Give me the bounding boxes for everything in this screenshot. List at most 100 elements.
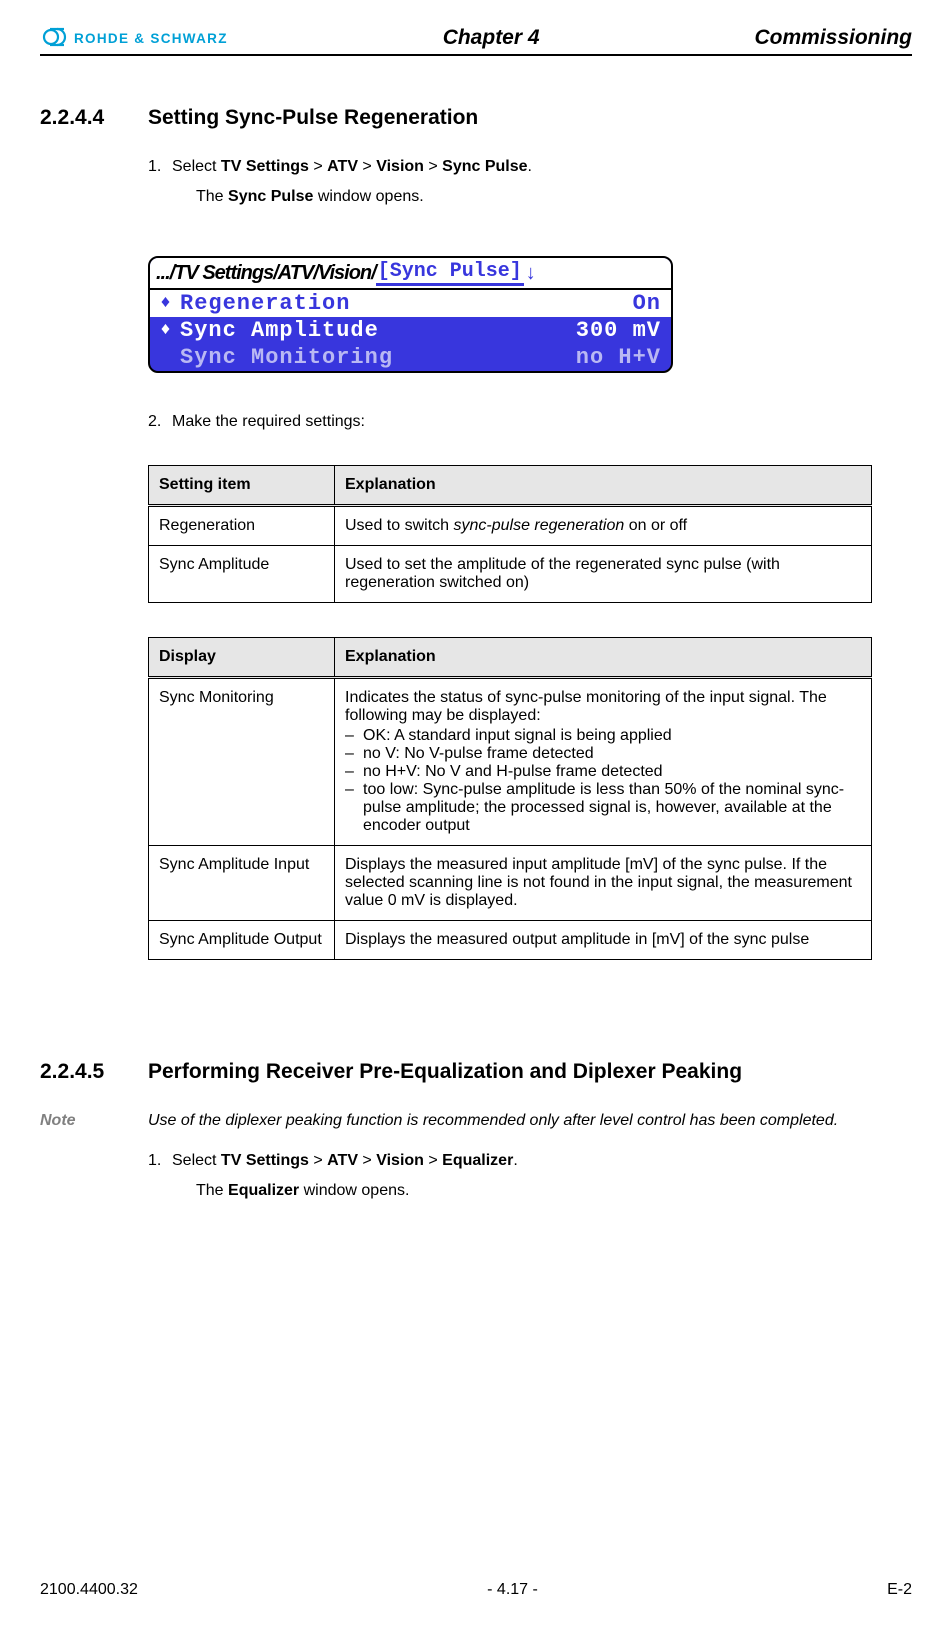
sep: > <box>424 158 442 175</box>
sep: > <box>358 1152 376 1169</box>
row-value: On <box>633 291 661 316</box>
row-marker-icon: ♦ <box>158 322 174 339</box>
step-number: 1. <box>148 158 172 226</box>
step-body: Select TV Settings > ATV > Vision > Equa… <box>172 1152 912 1220</box>
footer-left: 2100.4400.32 <box>40 1581 138 1599</box>
row-label: Sync Amplitude <box>180 318 576 343</box>
cell-setting: Sync Amplitude Input <box>149 846 335 921</box>
text: Displays the measured output amplitude i… <box>345 931 809 948</box>
device-screenshot: .../TV Settings/ATV/Vision/ [Sync Pulse]… <box>148 256 673 373</box>
section-number: 2.2.4.5 <box>40 1060 148 1084</box>
brand-name: ROHDE & SCHWARZ <box>74 31 228 46</box>
list-item: –too low: Sync-pulse amplitude is less t… <box>345 781 861 835</box>
text: Used to switch <box>345 517 453 534</box>
cell-explanation: Displays the measured input amplitude [m… <box>335 846 872 921</box>
section-content: 1. Select TV Settings > ATV > Vision > S… <box>148 158 912 960</box>
menu-path-item: ATV <box>327 158 358 175</box>
menu-path-item: Equalizer <box>442 1152 513 1169</box>
section-number: 2.2.4.4 <box>40 106 148 130</box>
cell-explanation: Used to set the amplitude of the regener… <box>335 546 872 603</box>
sep: > <box>309 158 327 175</box>
col-header: Display <box>149 638 335 678</box>
col-header: Explanation <box>335 638 872 678</box>
footer-right: E-2 <box>887 1581 912 1599</box>
table-row: Sync Amplitude Used to set the amplitude … <box>149 546 872 603</box>
menu-path-item: ATV <box>327 1152 358 1169</box>
page-footer: 2100.4400.32 - 4.17 - E-2 <box>40 1581 912 1599</box>
row-marker-icon: ♦ <box>158 295 174 312</box>
window-name: Equalizer <box>228 1182 299 1199</box>
step-number: 2. <box>148 413 172 431</box>
page-header: ROHDE & SCHWARZ Chapter 4 Commissioning <box>40 20 912 50</box>
table-row: Regeneration Used to switch sync-pulse re… <box>149 506 872 546</box>
note-label: Note <box>40 1112 148 1130</box>
list-item: –no H+V: No V and H-pulse frame detected <box>345 763 861 781</box>
sep: > <box>358 158 376 175</box>
table-header-row: Setting item Explanation <box>149 466 872 506</box>
step-list-cont: 2. Make the required settings: <box>148 413 912 431</box>
sep: > <box>309 1152 327 1169</box>
text: Displays the measured input amplitude [m… <box>345 856 852 909</box>
table-row: Sync Amplitude InputDisplays the measure… <box>149 846 872 921</box>
section-content: 1. Select TV Settings > ATV > Vision > E… <box>148 1152 912 1220</box>
page: ROHDE & SCHWARZ Chapter 4 Commissioning … <box>0 0 952 1629</box>
step-1: 1. Select TV Settings > ATV > Vision > E… <box>148 1152 912 1220</box>
list-item: –no V: No V-pulse frame detected <box>345 745 861 763</box>
list-item-text: no H+V: No V and H-pulse frame detected <box>363 763 861 781</box>
step-result: The Equalizer window opens. <box>196 1182 912 1200</box>
dash-icon: – <box>345 727 363 745</box>
row-value: 300 mV <box>576 318 661 343</box>
step-body: Make the required settings: <box>172 413 912 431</box>
text: Used to set the amplitude of the regener… <box>345 556 780 591</box>
menu-path-item: TV Settings <box>221 158 309 175</box>
step-body: Select TV Settings > ATV > Vision > Sync… <box>172 158 912 226</box>
text: Select <box>172 158 221 175</box>
note: Note Use of the diplexer peaking functio… <box>40 1112 912 1130</box>
text: The <box>196 188 228 205</box>
menu-row[interactable]: Sync Monitoringno H+V <box>150 344 671 371</box>
sep: > <box>424 1152 442 1169</box>
cell-setting: Regeneration <box>149 506 335 546</box>
brand-mark-icon <box>40 27 68 49</box>
row-marker-icon <box>158 349 174 366</box>
menu-path-item: Sync Pulse <box>442 158 527 175</box>
section-title: Setting Sync-Pulse Regeneration <box>148 106 478 130</box>
cell-explanation: Displays the measured output amplitude i… <box>335 921 872 960</box>
settings-table: Setting item Explanation Regeneration Use… <box>148 465 872 603</box>
step-2: 2. Make the required settings: <box>148 413 912 431</box>
menu-rows: ♦RegenerationOn♦Sync Amplitude300 mV Syn… <box>150 290 671 371</box>
text: window opens. <box>313 188 423 205</box>
col-header: Setting item <box>149 466 335 506</box>
row-value: no H+V <box>576 345 661 370</box>
menu-row[interactable]: ♦RegenerationOn <box>150 290 671 317</box>
cell-setting: Sync Amplitude Output <box>149 921 335 960</box>
window-name: Sync Pulse <box>228 188 313 205</box>
bullet-list: –OK: A standard input signal is being ap… <box>345 727 861 835</box>
cell-setting: Sync Amplitude <box>149 546 335 603</box>
text: . <box>513 1152 517 1169</box>
menu-path-item: Vision <box>376 1152 424 1169</box>
text: on or off <box>624 517 687 534</box>
text: The <box>196 1182 228 1199</box>
path-prefix: .../TV Settings/ATV/Vision/ <box>156 262 376 285</box>
step-list: 1. Select TV Settings > ATV > Vision > E… <box>148 1152 912 1220</box>
step-1: 1. Select TV Settings > ATV > Vision > S… <box>148 158 912 226</box>
chevron-down-icon: ↓ <box>524 262 538 285</box>
cell-explanation: Indicates the status of sync-pulse monit… <box>335 678 872 846</box>
section-heading: 2.2.4.4 Setting Sync-Pulse Regeneration <box>40 106 912 130</box>
list-item: –OK: A standard input signal is being ap… <box>345 727 861 745</box>
chapter-label: Chapter 4 <box>443 26 540 50</box>
table-row: Sync MonitoringIndicates the status of s… <box>149 678 872 846</box>
text: Select <box>172 1152 221 1169</box>
dash-icon: – <box>345 781 363 835</box>
menu-path-item: Vision <box>376 158 424 175</box>
spacer <box>40 990 912 1060</box>
brand-logo: ROHDE & SCHWARZ <box>40 27 228 49</box>
chapter-title: Commissioning <box>754 26 912 50</box>
footer-center: - 4.17 - <box>487 1581 538 1599</box>
text: . <box>528 158 532 175</box>
step-number: 1. <box>148 1152 172 1220</box>
text: window opens. <box>299 1182 409 1199</box>
italic-text: sync-pulse regeneration <box>453 517 624 534</box>
menu-row[interactable]: ♦ Sync Amplitude300 mV <box>150 317 671 344</box>
